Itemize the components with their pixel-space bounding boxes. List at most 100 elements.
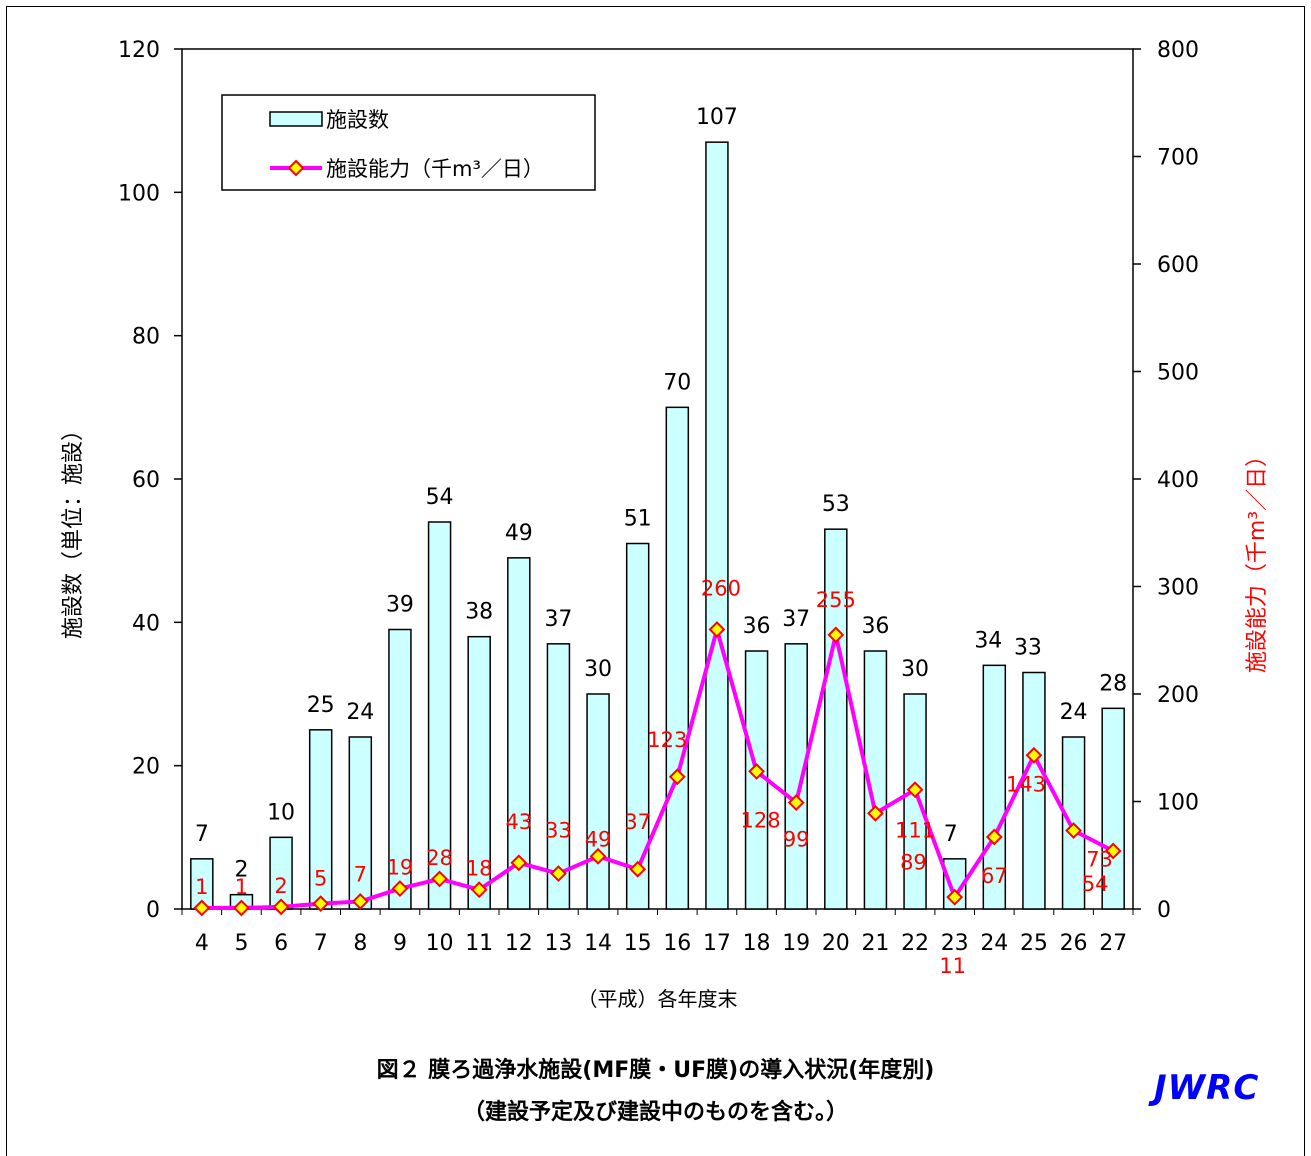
x-axis-tick-label: 11 bbox=[465, 931, 493, 956]
x-axis-tick-label: 22 bbox=[901, 931, 929, 956]
x-axis-tick-label: 5 bbox=[234, 931, 248, 956]
left-axis-title: 施設数（単位：施設） bbox=[61, 419, 86, 639]
left-axis-tick-label: 100 bbox=[118, 181, 160, 206]
x-axis-tick-label: 23 bbox=[941, 931, 969, 956]
left-axis-tick-label: 0 bbox=[146, 898, 160, 923]
bar bbox=[784, 643, 808, 910]
capacity-marker bbox=[391, 880, 409, 897]
bar-value-label: 7 bbox=[944, 822, 958, 847]
left-axis-tick-label: 20 bbox=[132, 755, 160, 780]
x-axis-tick-label: 9 bbox=[393, 931, 407, 956]
capacity-marker bbox=[1025, 746, 1043, 764]
capacity-marker bbox=[312, 895, 330, 913]
capacity-marker bbox=[233, 899, 250, 917]
x-axis-tick-label: 17 bbox=[703, 931, 731, 956]
capacity-value-label: 37 bbox=[624, 810, 651, 834]
bar-value-label: 34 bbox=[974, 628, 1002, 653]
legend-bar-label: 施設数 bbox=[326, 108, 389, 132]
bar-value-label: 33 bbox=[1014, 636, 1042, 661]
capacity-marker bbox=[1065, 822, 1082, 839]
x-axis-tick-label: 13 bbox=[544, 931, 572, 956]
bar-value-label: 49 bbox=[505, 521, 533, 546]
capacity-value-label: 128 bbox=[741, 808, 781, 832]
capacity-marker bbox=[193, 899, 211, 917]
capacity-marker bbox=[748, 762, 765, 780]
left-axis-tick-label: 120 bbox=[118, 38, 160, 63]
right-axis-tick-label: 300 bbox=[1157, 576, 1199, 601]
bar bbox=[388, 628, 412, 910]
figure-caption-subtitle: （建設予定及び建設中のものを含む。） bbox=[462, 1100, 848, 1125]
x-axis-tick-label: 12 bbox=[505, 931, 533, 956]
left-axis-tick-label: 40 bbox=[132, 611, 160, 636]
bar bbox=[903, 693, 927, 910]
capacity-marker bbox=[787, 794, 805, 811]
figure-caption-title: 図２ 膜ろ過浄水施設(MF膜・UF膜)の導入状況(年度別) bbox=[376, 1058, 935, 1083]
capacity-value-label: 73 bbox=[1086, 848, 1113, 872]
x-axis-tick-label: 7 bbox=[314, 931, 328, 956]
x-axis-tick-label: 15 bbox=[624, 931, 652, 956]
x-axis-tick-label: 25 bbox=[1020, 931, 1048, 956]
capacity-value-label: 143 bbox=[1006, 772, 1046, 796]
bar-value-label: 36 bbox=[743, 614, 771, 639]
x-axis-tick-label: 18 bbox=[743, 931, 771, 956]
legend-bar-swatch bbox=[269, 111, 323, 127]
capacity-marker bbox=[1104, 842, 1122, 860]
bar-value-label: 36 bbox=[861, 614, 889, 639]
jwrc-logo: JWRC bbox=[1154, 1068, 1260, 1108]
capacity-value-label: 7 bbox=[354, 862, 367, 886]
capacity-value-label: 89 bbox=[900, 850, 927, 874]
right-axis-tick-label: 200 bbox=[1157, 683, 1199, 708]
left-axis-tick-label: 80 bbox=[132, 325, 160, 350]
bar bbox=[665, 406, 690, 910]
bar-value-label: 10 bbox=[267, 800, 295, 825]
x-axis-tick-label: 14 bbox=[584, 931, 612, 956]
capacity-value-label: 260 bbox=[701, 577, 741, 601]
capacity-value-label: 111 bbox=[895, 819, 935, 843]
capacity-value-label: 33 bbox=[545, 819, 572, 843]
bar-value-label: 24 bbox=[1060, 700, 1088, 725]
capacity-value-label: 67 bbox=[981, 864, 1008, 888]
right-axis-title: 施設能力（千m³／日） bbox=[1245, 445, 1270, 673]
legend-box bbox=[221, 94, 596, 191]
capacity-marker bbox=[668, 768, 686, 786]
capacity-value-label: 1 bbox=[235, 875, 248, 899]
bar-value-label: 107 bbox=[696, 105, 738, 130]
capacity-marker bbox=[867, 804, 884, 822]
capacity-value-label: 99 bbox=[783, 828, 810, 852]
bar bbox=[546, 643, 571, 910]
bar bbox=[824, 528, 848, 910]
capacity-marker bbox=[629, 860, 647, 878]
x-axis-title: （平成）各年度末 bbox=[578, 987, 738, 1011]
bar bbox=[863, 650, 888, 910]
capacity-marker bbox=[351, 893, 369, 910]
capacity-marker bbox=[470, 881, 488, 899]
bar-value-label: 39 bbox=[386, 593, 414, 618]
capacity-marker bbox=[906, 781, 924, 799]
capacity-marker bbox=[272, 898, 290, 916]
x-axis-tick-label: 27 bbox=[1099, 931, 1127, 956]
x-axis-tick-label: 20 bbox=[822, 931, 850, 956]
x-axis-tick-label: 6 bbox=[274, 931, 288, 956]
legend-line-marker bbox=[287, 159, 305, 177]
legend-line-label: 施設能力（千m³／日） bbox=[326, 157, 544, 181]
capacity-value-label: 123 bbox=[647, 728, 687, 752]
left-axis-tick-label: 60 bbox=[132, 468, 160, 493]
bar bbox=[705, 141, 729, 910]
capacity-marker bbox=[708, 621, 726, 638]
capacity-marker bbox=[550, 865, 567, 882]
bar bbox=[625, 542, 650, 910]
bar-value-label: 24 bbox=[346, 700, 374, 725]
bar-value-label: 54 bbox=[426, 485, 454, 510]
bar-value-label: 37 bbox=[782, 607, 810, 632]
capacity-marker bbox=[827, 626, 845, 644]
bar bbox=[507, 557, 531, 910]
x-axis-tick-label: 16 bbox=[663, 931, 691, 956]
capacity-marker bbox=[589, 847, 607, 865]
capacity-value-label: 255 bbox=[816, 588, 856, 612]
capacity-marker bbox=[985, 828, 1003, 846]
bar-value-label: 51 bbox=[624, 507, 652, 532]
x-axis-tick-label: 26 bbox=[1060, 931, 1088, 956]
capacity-marker bbox=[946, 888, 964, 906]
x-axis-tick-label: 21 bbox=[861, 931, 889, 956]
